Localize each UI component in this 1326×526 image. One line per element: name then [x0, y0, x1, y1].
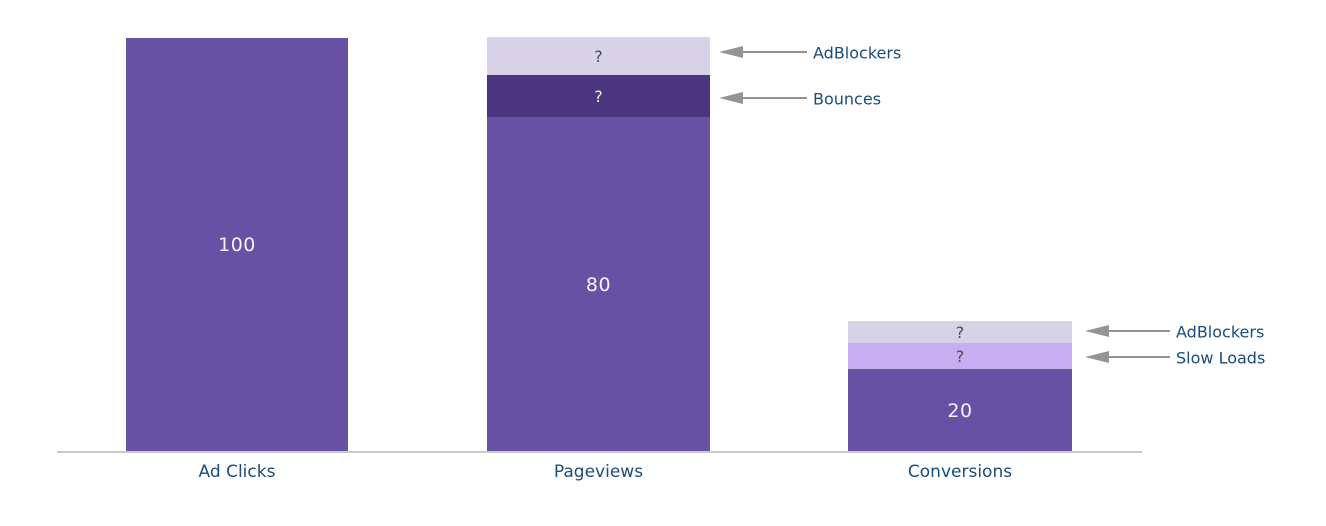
question-mark-label: ?	[955, 322, 965, 342]
category-label-pageviews: Pageviews	[553, 462, 644, 482]
segment-conversions-adblockers: ?	[848, 321, 1072, 343]
segment-conversions-slowloads: ?	[848, 343, 1072, 369]
x-axis-line	[57, 451, 1142, 453]
segment-pageviews-adblockers: ?	[487, 37, 710, 75]
question-mark-label: ?	[955, 346, 965, 366]
annotation-label-adblockers-pageviews: AdBlockers	[813, 43, 902, 63]
arrow-shaft	[1109, 330, 1170, 332]
arrow-shaft	[743, 51, 807, 53]
bar-pageviews: ? ? 80	[487, 37, 710, 452]
segment-pageviews-main: 80	[487, 117, 710, 452]
bar-conversions: ? ? 20	[848, 321, 1072, 452]
question-mark-label: ?	[594, 86, 603, 106]
annotation-label-bounces: Bounces	[813, 89, 882, 109]
category-label-ad-clicks: Ad Clicks	[198, 462, 276, 482]
question-mark-label: ?	[594, 46, 603, 66]
left-arrow-icon	[1085, 325, 1109, 337]
segment-pageviews-bounces: ?	[487, 75, 710, 117]
value-label: 20	[947, 399, 973, 422]
left-arrow-icon	[719, 92, 743, 104]
arrow-shaft	[743, 97, 807, 99]
bar-ad-clicks: 100	[126, 38, 348, 452]
left-arrow-icon	[1085, 351, 1109, 363]
segment-conversions-main: 20	[848, 369, 1072, 452]
value-label: 80	[585, 273, 612, 296]
left-arrow-icon	[719, 46, 743, 58]
annotation-label-adblockers-conversions: AdBlockers	[1176, 322, 1265, 342]
segment-ad-clicks-main: 100	[126, 38, 348, 452]
arrow-shaft	[1109, 356, 1170, 358]
annotation-label-slow-loads: Slow Loads	[1176, 348, 1266, 368]
value-label: 100	[218, 234, 256, 256]
category-label-conversions: Conversions	[907, 462, 1013, 482]
